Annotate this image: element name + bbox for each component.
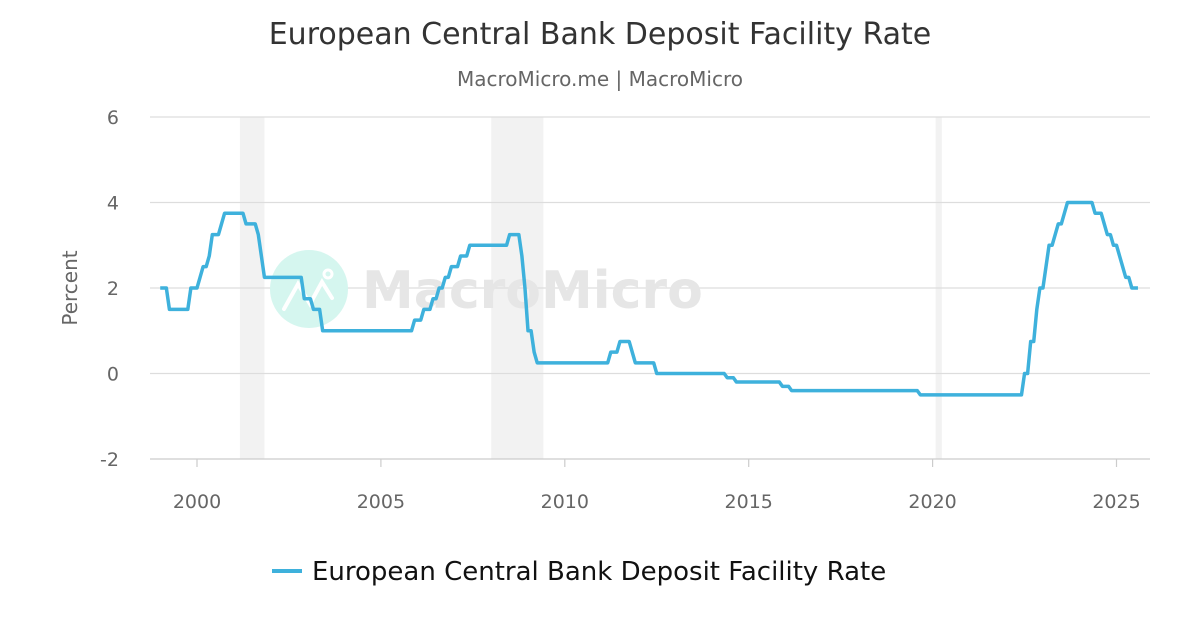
x-tick-label: 2010 [541, 491, 589, 513]
x-tick-label: 2015 [725, 491, 773, 513]
x-tick-label: 2005 [357, 491, 405, 513]
chart-subtitle: MacroMicro.me | MacroMicro [457, 67, 743, 91]
watermark-text: MacroMicro [362, 261, 703, 321]
series-line[interactable] [160, 200, 1138, 397]
y-axis-label: Percent [58, 250, 82, 325]
watermark: MacroMicro [270, 250, 703, 328]
legend[interactable]: European Central Bank Deposit Facility R… [272, 557, 886, 587]
y-tick-label: 4 [107, 193, 119, 215]
legend-label: European Central Bank Deposit Facility R… [312, 557, 886, 587]
macromicro-logo-icon [270, 250, 348, 328]
x-tick-label: 2020 [908, 491, 956, 513]
y-tick-label: -2 [100, 449, 119, 471]
y-axis: -2 0 2 4 6 [100, 107, 119, 471]
y-tick-label: 6 [107, 107, 119, 129]
x-tick-label: 2025 [1092, 491, 1140, 513]
x-tick-label: 2000 [173, 491, 221, 513]
x-axis: 2000 2005 2010 2015 2020 2025 [173, 459, 1141, 513]
y-tick-label: 0 [107, 364, 119, 386]
y-tick-label: 2 [107, 278, 119, 300]
chart-title: European Central Bank Deposit Facility R… [269, 17, 932, 52]
